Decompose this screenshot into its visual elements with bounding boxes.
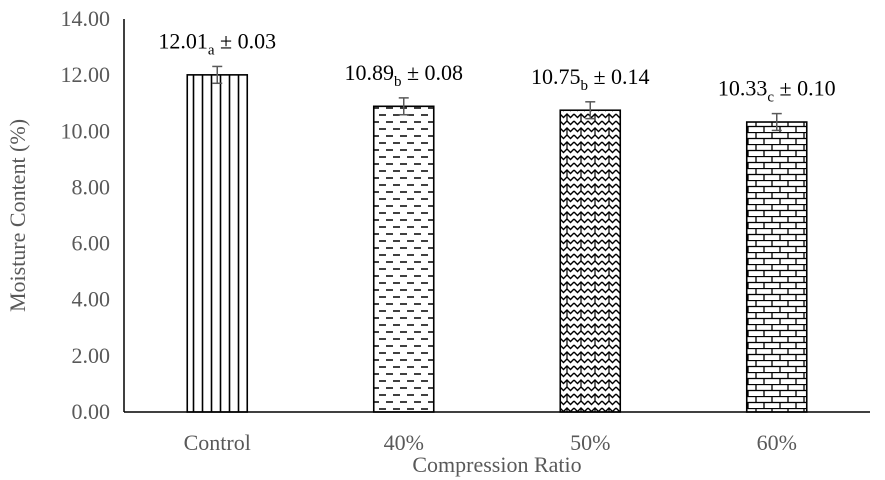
y-axis-title: Moisture Content (%)	[5, 119, 30, 312]
x-tick-label: 40%	[384, 430, 424, 455]
bar	[186, 74, 249, 413]
x-tick-label: 50%	[570, 430, 610, 455]
x-axis-ticks: Control 40% 50% 60%	[184, 430, 797, 455]
y-tick-label: 12.00	[61, 62, 111, 87]
y-tick-label: 6.00	[72, 231, 111, 256]
bar	[372, 105, 435, 413]
data-label: 12.01a ± 0.03	[158, 28, 276, 58]
y-tick-label: 10.00	[61, 118, 111, 143]
y-tick-label: 2.00	[72, 343, 111, 368]
bars-group	[186, 74, 808, 413]
data-labels-group: 12.01a ± 0.03 10.89b ± 0.08 10.75b ± 0.14 1…	[158, 28, 835, 105]
y-tick-label: 4.00	[72, 287, 111, 312]
y-axis-ticks: 0.00 2.00 4.00 6.00 8.00 10.00 12.00 14.00	[61, 6, 111, 424]
y-tick-label: 0.00	[72, 399, 111, 424]
data-label: 10.89b ± 0.08	[344, 60, 463, 90]
x-axis-title: Compression Ratio	[412, 452, 581, 477]
x-tick-label: 60%	[757, 430, 797, 455]
data-label: 10.75b ± 0.14	[531, 64, 650, 94]
data-label: 10.33c ± 0.10	[718, 76, 836, 106]
x-tick-label: Control	[184, 430, 251, 455]
y-tick-label: 14.00	[61, 6, 111, 31]
bar	[745, 121, 808, 413]
y-tick-label: 8.00	[72, 174, 111, 199]
bar	[559, 109, 622, 413]
error-bars-group	[212, 65, 782, 132]
